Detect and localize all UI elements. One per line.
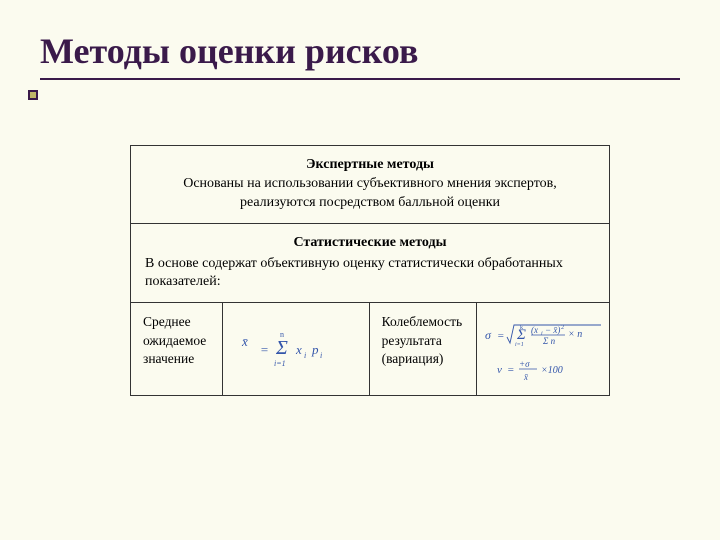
stat-title: Статистические методы <box>145 234 595 253</box>
svg-text:(x: (x <box>531 325 538 335</box>
svg-text:i: i <box>320 351 322 360</box>
expert-text: Основаны на использовании субъективного … <box>145 175 595 213</box>
svg-text:σ: σ <box>485 328 492 342</box>
svg-text:i=1: i=1 <box>274 359 286 368</box>
stat-section: Статистические методы В основе содержат … <box>131 224 609 304</box>
page-title: Методы оценки рисков <box>40 30 680 80</box>
expert-title: Экспертные методы <box>145 156 595 175</box>
svg-text:=: = <box>497 330 504 342</box>
mean-label: Среднее ожидаемое значение <box>131 303 223 395</box>
svg-text:− x̄): − x̄) <box>545 325 560 335</box>
var-formula: σ = Σ k i=1 (x i − x̄) 2 × n <box>477 303 609 395</box>
svg-text:=: = <box>260 342 269 357</box>
expert-section: Экспертные методы Основаны на использова… <box>131 146 609 224</box>
svg-text:+σ: +σ <box>519 359 530 369</box>
svg-text:x̄: x̄ <box>241 334 248 349</box>
svg-text:k: k <box>520 325 523 331</box>
mean-formula: x̄ = Σ n i=1 x i p i <box>223 303 370 395</box>
svg-text:x: x <box>295 342 302 357</box>
svg-text:n: n <box>280 330 284 339</box>
svg-text:Σ n: Σ n <box>542 336 556 346</box>
stat-text: В основе содержат объективную оценку ста… <box>145 255 595 293</box>
methods-table: Экспертные методы Основаны на использова… <box>130 145 610 396</box>
svg-text:=: = <box>507 364 514 376</box>
svg-text:i: i <box>304 351 306 360</box>
formula-row: Среднее ожидаемое значение x̄ = Σ n i=1 … <box>131 303 609 395</box>
svg-text:i=1: i=1 <box>515 342 524 348</box>
svg-text:p: p <box>311 342 319 357</box>
svg-text:×100: ×100 <box>541 365 563 376</box>
bullet-icon <box>28 90 38 100</box>
svg-text:ν: ν <box>497 364 502 376</box>
svg-text:× n: × n <box>568 329 582 340</box>
var-label: Колеблемость результата (вариация) <box>370 303 477 395</box>
svg-text:2: 2 <box>561 325 564 331</box>
svg-text:x̄: x̄ <box>523 372 529 382</box>
svg-text:Σ: Σ <box>275 337 288 359</box>
